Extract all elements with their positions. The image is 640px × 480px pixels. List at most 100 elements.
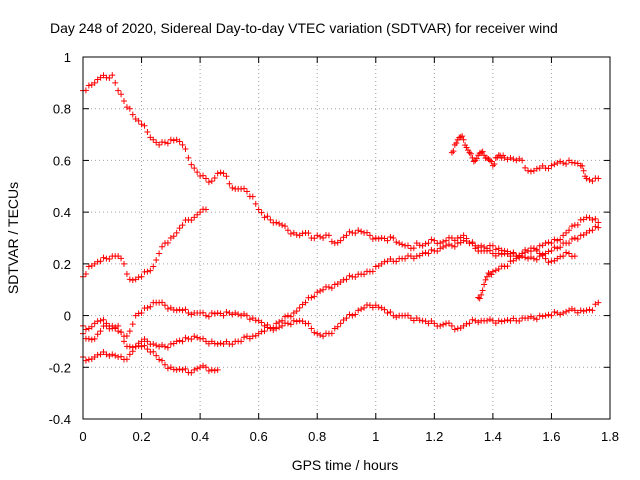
- data-point: [144, 128, 151, 135]
- data-point: [243, 188, 250, 195]
- data-point: [492, 267, 499, 274]
- data-point: [115, 87, 122, 94]
- data-point: [431, 237, 438, 244]
- data-point: [202, 312, 209, 319]
- data-point: [577, 307, 584, 314]
- data-point: [485, 270, 492, 277]
- data-point: [466, 320, 473, 327]
- data-point: [173, 338, 180, 345]
- data-point: [492, 154, 499, 161]
- data-point: [551, 161, 558, 168]
- data-point: [282, 223, 289, 230]
- data-point: [545, 259, 552, 266]
- data-point: [522, 254, 529, 261]
- data-point: [463, 144, 470, 151]
- x-axis-label: GPS time / hours: [292, 457, 399, 473]
- data-point: [161, 343, 168, 350]
- data-point: [208, 309, 215, 316]
- data-point: [440, 244, 447, 251]
- data-point: [211, 310, 218, 317]
- data-point: [200, 335, 207, 342]
- data-point: [173, 229, 180, 236]
- y-tick-label: 1: [64, 50, 71, 65]
- data-point: [156, 250, 163, 257]
- data-point: [293, 318, 300, 325]
- data-point: [387, 308, 394, 315]
- data-point: [170, 137, 177, 144]
- data-point: [279, 222, 286, 229]
- data-point: [504, 263, 511, 270]
- data-point: [97, 258, 104, 265]
- data-point: [161, 361, 168, 368]
- data-point: [536, 242, 543, 249]
- data-point: [82, 270, 89, 277]
- data-point: [115, 328, 122, 335]
- data-point: [437, 322, 444, 329]
- data-point: [465, 147, 472, 154]
- data-point: [498, 318, 505, 325]
- data-marks: [80, 72, 602, 376]
- data-point: [445, 241, 452, 248]
- data-point: [129, 321, 136, 328]
- data-point: [545, 239, 552, 246]
- data-point: [384, 309, 391, 316]
- data-point: [243, 312, 250, 319]
- data-point: [94, 331, 101, 338]
- data-point: [85, 335, 92, 342]
- data-point: [568, 305, 575, 312]
- data-point: [583, 214, 590, 221]
- data-point: [460, 232, 467, 239]
- data-point: [229, 184, 236, 191]
- data-point: [159, 342, 166, 349]
- data-point: [88, 323, 95, 330]
- data-point: [164, 140, 171, 147]
- data-point: [261, 214, 268, 221]
- data-point: [214, 366, 221, 373]
- x-tick-label: 0.6: [250, 429, 268, 444]
- data-point: [393, 239, 400, 246]
- data-point: [238, 338, 245, 345]
- data-point: [422, 249, 429, 256]
- data-point: [261, 328, 268, 335]
- data-point: [393, 258, 400, 265]
- data-point: [337, 237, 344, 244]
- data-point: [475, 294, 482, 301]
- data-point: [273, 320, 280, 327]
- data-point: [94, 258, 101, 265]
- data-point: [467, 150, 474, 157]
- data-point: [211, 367, 218, 374]
- data-point: [563, 161, 570, 168]
- data-point: [586, 227, 593, 234]
- data-point: [448, 322, 455, 329]
- data-point: [488, 271, 495, 278]
- data-point: [106, 74, 113, 81]
- data-point: [100, 316, 107, 323]
- data-point: [375, 304, 382, 311]
- data-point: [118, 255, 125, 262]
- data-point: [129, 111, 136, 118]
- data-point: [431, 320, 438, 327]
- data-point: [252, 317, 259, 324]
- data-point: [404, 242, 411, 249]
- data-point: [375, 235, 382, 242]
- data-point: [448, 242, 455, 249]
- data-point: [85, 356, 92, 363]
- data-point: [469, 240, 476, 247]
- data-point: [123, 270, 130, 277]
- data-point: [486, 157, 493, 164]
- data-point: [479, 287, 486, 294]
- data-point: [574, 221, 581, 228]
- data-point: [264, 213, 271, 220]
- data-point: [241, 311, 248, 318]
- y-tick-label: -0.4: [49, 412, 71, 427]
- data-point: [498, 251, 505, 258]
- data-point: [308, 294, 315, 301]
- data-point: [536, 250, 543, 257]
- data-point: [583, 307, 590, 314]
- data-point: [366, 232, 373, 239]
- series-arc-1: [80, 72, 602, 263]
- y-tick-label: 0: [64, 309, 71, 324]
- data-point: [176, 225, 183, 232]
- data-point: [410, 245, 417, 252]
- data-point: [173, 366, 180, 373]
